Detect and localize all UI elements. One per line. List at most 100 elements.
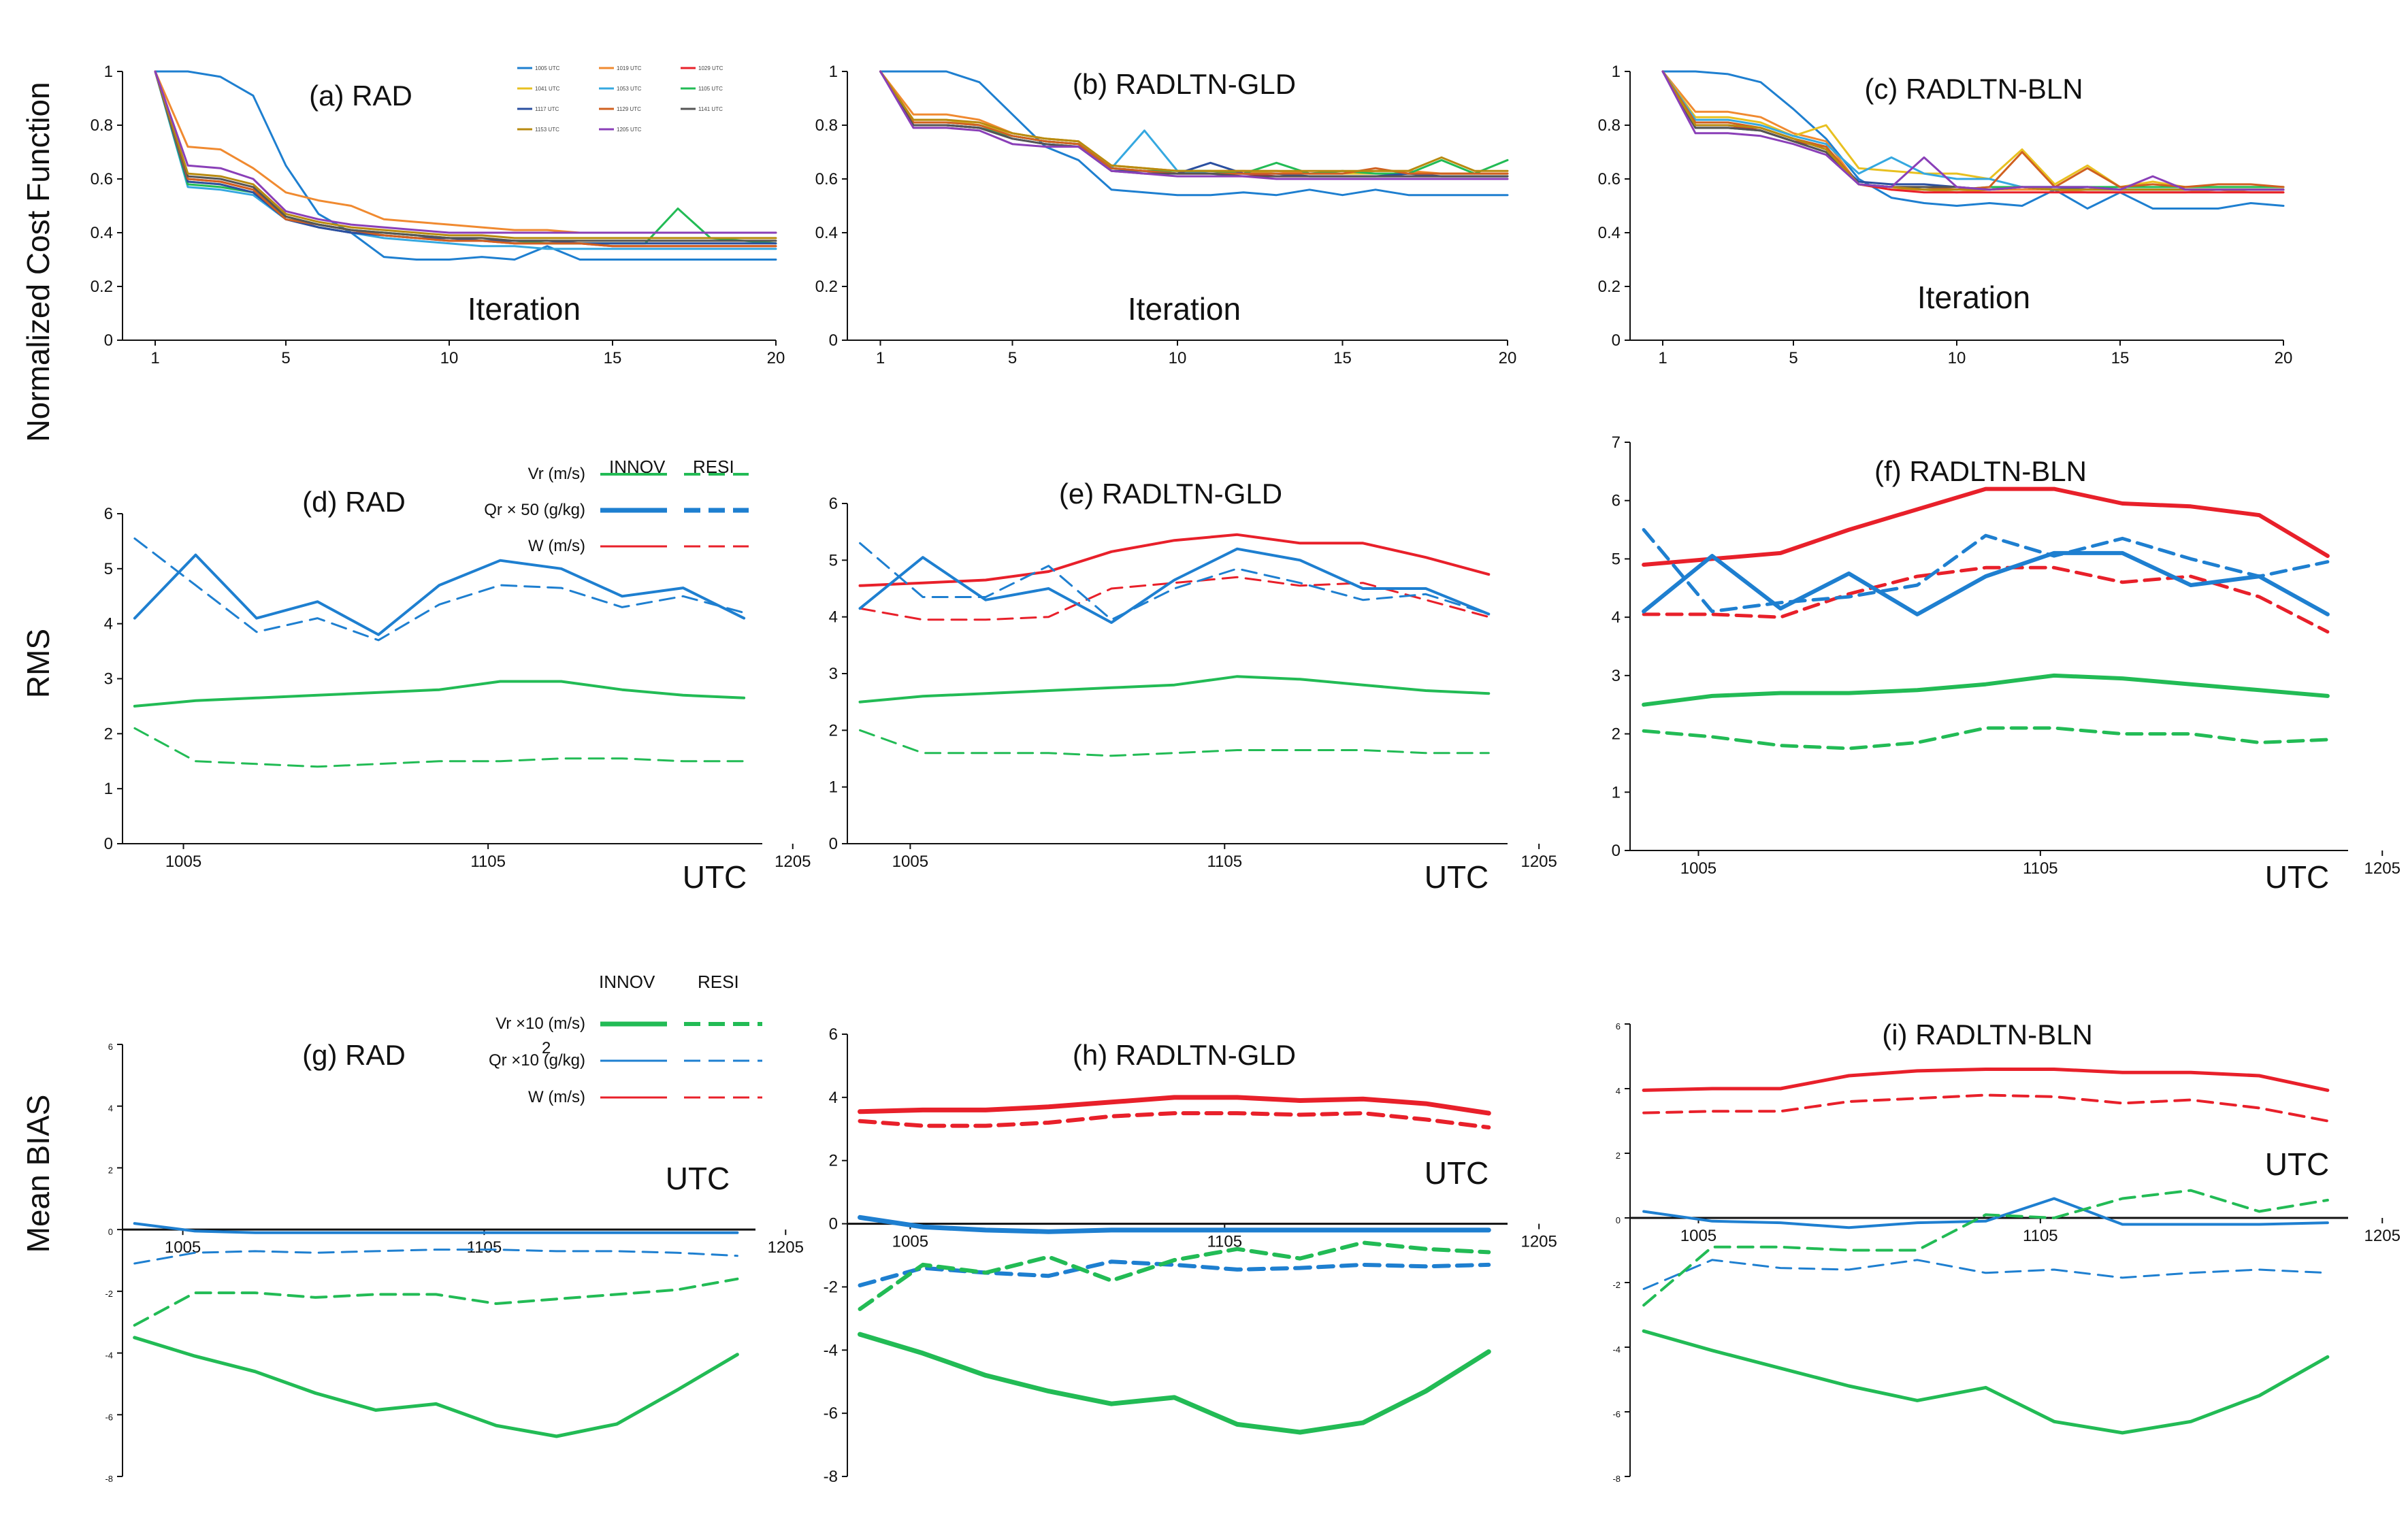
panel-d: 0 1 2 3 4 5 6 1005 1105 1205 (d) RAD UTC (104, 486, 811, 895)
panel-f: 0 1 2 3 4 5 6 7 1005 1105 1205 (f) RADLTN-BLN UTC (1612, 433, 2401, 895)
panel-d-y-tick-label: 2 (104, 725, 113, 743)
panel-c-y-tick-label: 0.8 (1598, 116, 1621, 135)
cost-legend-label: 1117 UTC (535, 106, 559, 112)
panel-i-series-vr-resi (1642, 1189, 2329, 1307)
panel-c-series-1205-utc (1661, 70, 2285, 191)
panel-d-x-tick-label: 1005 (165, 853, 201, 871)
panel-c-x-tick-label: 5 (1789, 349, 1797, 367)
panel-i-x-tick-label: 1005 (1680, 1227, 1716, 1245)
panel-h-y-tick-label: 2 (829, 1152, 838, 1170)
panel-g-y-tick-label: 6 (108, 1042, 113, 1052)
panel-i-y-tick-label: -6 (1612, 1409, 1621, 1419)
panel-f-y-tick-label: 1 (1612, 783, 1621, 802)
panel-c-x-tick-label: 15 (2111, 349, 2130, 367)
panel-f-y-tick-label: 3 (1612, 667, 1621, 685)
panel-a-series-1005-utc (154, 70, 777, 261)
cost-legend-label: 1041 UTC (535, 86, 560, 92)
panel-a-x-tick-label: 20 (767, 349, 785, 367)
panel-f-y-tick-label: 2 (1612, 725, 1621, 744)
panel-a-y-tick-label: 0.8 (91, 116, 113, 135)
panel-c-title: (c) RADLTN-BLN (1864, 73, 2083, 105)
bias-legend-innov-header: INNOV (599, 972, 655, 992)
panel-h-y-tick-label: 0 (829, 1215, 838, 1234)
panel-i-series-qr-innov (1642, 1197, 2329, 1229)
panel-h-y-tick-label: -4 (824, 1341, 838, 1359)
panel-d-y-tick-label: 0 (104, 835, 113, 853)
panel-e: 0 1 2 3 4 5 6 1005 1105 1205 (e) RADLTN-GLD UTC (829, 478, 1557, 895)
panel-e-y-tick-label: 3 (829, 665, 838, 683)
panel-h-series-vr-innov (858, 1332, 1491, 1435)
panel-f-y-tick-label: 7 (1612, 433, 1621, 452)
panel-g-x-tick-label: 1105 (467, 1238, 502, 1257)
panel-g-y-tick-label: -2 (105, 1289, 113, 1299)
panel-f-series-w-innov (1642, 486, 2330, 567)
panel-h-x-tick-label: 1005 (892, 1233, 928, 1251)
panel-h-series-vr-resi (858, 1240, 1491, 1311)
panel-e-series-qr-resi (859, 542, 1490, 621)
panel-i-y-tick-label: -8 (1612, 1474, 1621, 1484)
panel-g-y-tick-label: 0 (108, 1227, 113, 1237)
panel-c: 00.20.40.60.811 5 10 15 20(c) RADLTN-BLNIter… (1598, 63, 2293, 367)
panel-e-series-w-innov (858, 533, 1491, 587)
panel-b-y-tick-label: 0 (829, 331, 838, 350)
panel-a-series-1153-utc (154, 70, 777, 239)
panel-d-series-vr-resi (133, 727, 745, 768)
panel-g-series-qr-innov (133, 1222, 739, 1234)
panel-e-x-tick-label: 1105 (1207, 853, 1242, 871)
panel-a-x-tick-label: 15 (604, 349, 622, 367)
panel-e-y-tick-label: 5 (829, 551, 838, 569)
panel-e-x-label: UTC (1425, 859, 1489, 895)
panel-a-y-tick-label: 0.2 (91, 278, 113, 296)
panel-i-y-tick-label: -2 (1612, 1280, 1621, 1290)
panel-d-x-label: UTC (683, 859, 747, 895)
panel-a-y-tick-label: 1 (104, 63, 113, 81)
panel-b-x-tick-label: 15 (1333, 349, 1352, 367)
bias-legend-qr-superscript: 2 (542, 1039, 551, 1057)
panel-c-x-label: Iteration (1917, 280, 2030, 315)
panel-d-x-tick-label: 1105 (470, 853, 506, 871)
cost-legend-label: 1105 UTC (698, 86, 723, 92)
panel-f-series-vr-innov (1642, 673, 2330, 707)
panel-h-y-tick-label: -6 (824, 1404, 838, 1423)
panel-a-x-label: Iteration (468, 291, 581, 327)
panel-g-y-tick-label: -6 (105, 1412, 113, 1422)
panel-b-series-1153-utc (879, 70, 1509, 172)
row-label-cost: Normalized Cost Function (20, 82, 56, 442)
panel-f-x-tick-label: 1205 (2364, 859, 2401, 878)
rms-legend-vr-label: Vr (m/s) (528, 465, 585, 483)
panel-c-x-tick-label: 1 (1658, 349, 1667, 367)
panel-a-x-tick-label: 1 (150, 349, 159, 367)
panel-b-x-tick-label: 10 (1169, 349, 1187, 367)
panel-f-series-vr-resi (1642, 726, 2330, 750)
panel-c-y-tick-label: 0.6 (1598, 170, 1621, 188)
panel-c-x-tick-label: 10 (1948, 349, 1966, 367)
panel-g-title: (g) RAD (302, 1039, 406, 1071)
panel-d-title: (d) RAD (302, 486, 406, 518)
panel-e-x-tick-label: 1005 (892, 853, 928, 871)
panel-b-title: (b) RADLTN-GLD (1073, 68, 1296, 100)
panel-c-y-tick-label: 0.4 (1598, 224, 1621, 242)
panel-d-y-tick-label: 3 (104, 670, 113, 689)
panel-i-x-tick-label: 1205 (2364, 1227, 2401, 1245)
cost-legend-label: 1129 UTC (617, 106, 641, 112)
cost-legend-label: 1141 UTC (698, 106, 723, 112)
panel-d-y-tick-label: 5 (104, 560, 113, 578)
bias-legend-w-label: W (m/s) (528, 1088, 585, 1106)
panel-e-series-qr-innov (858, 547, 1491, 624)
panel-d-y-tick-label: 6 (104, 505, 113, 523)
row-label-rms: RMS (20, 629, 56, 698)
panel-b-y-tick-label: 1 (829, 63, 838, 81)
panel-i: -8 -6 -4 -2 0 2 4 6 1005 1105 1205 (i) RADLTN-BLN UT… (1612, 1019, 2400, 1484)
panel-e-title: (e) RADLTN-GLD (1059, 478, 1282, 510)
panel-a-title: (a) RAD (309, 80, 412, 112)
rms-legend: INNOV RESI Vr (m/s) Qr × 50 (g/kg) W (m/… (484, 457, 749, 555)
panel-b-series-1205-utc (879, 70, 1509, 180)
panel-g-y-tick-label: 2 (108, 1165, 113, 1175)
panel-b-y-tick-label: 0.2 (815, 278, 838, 296)
cost-legend-label: 1029 UTC (698, 65, 723, 71)
panel-b-x-tick-label: 20 (1499, 349, 1517, 367)
panel-h-series-w-innov (858, 1095, 1491, 1116)
panel-h-y-tick-label: 4 (829, 1089, 838, 1107)
panel-i-series-w-innov (1642, 1068, 2330, 1092)
